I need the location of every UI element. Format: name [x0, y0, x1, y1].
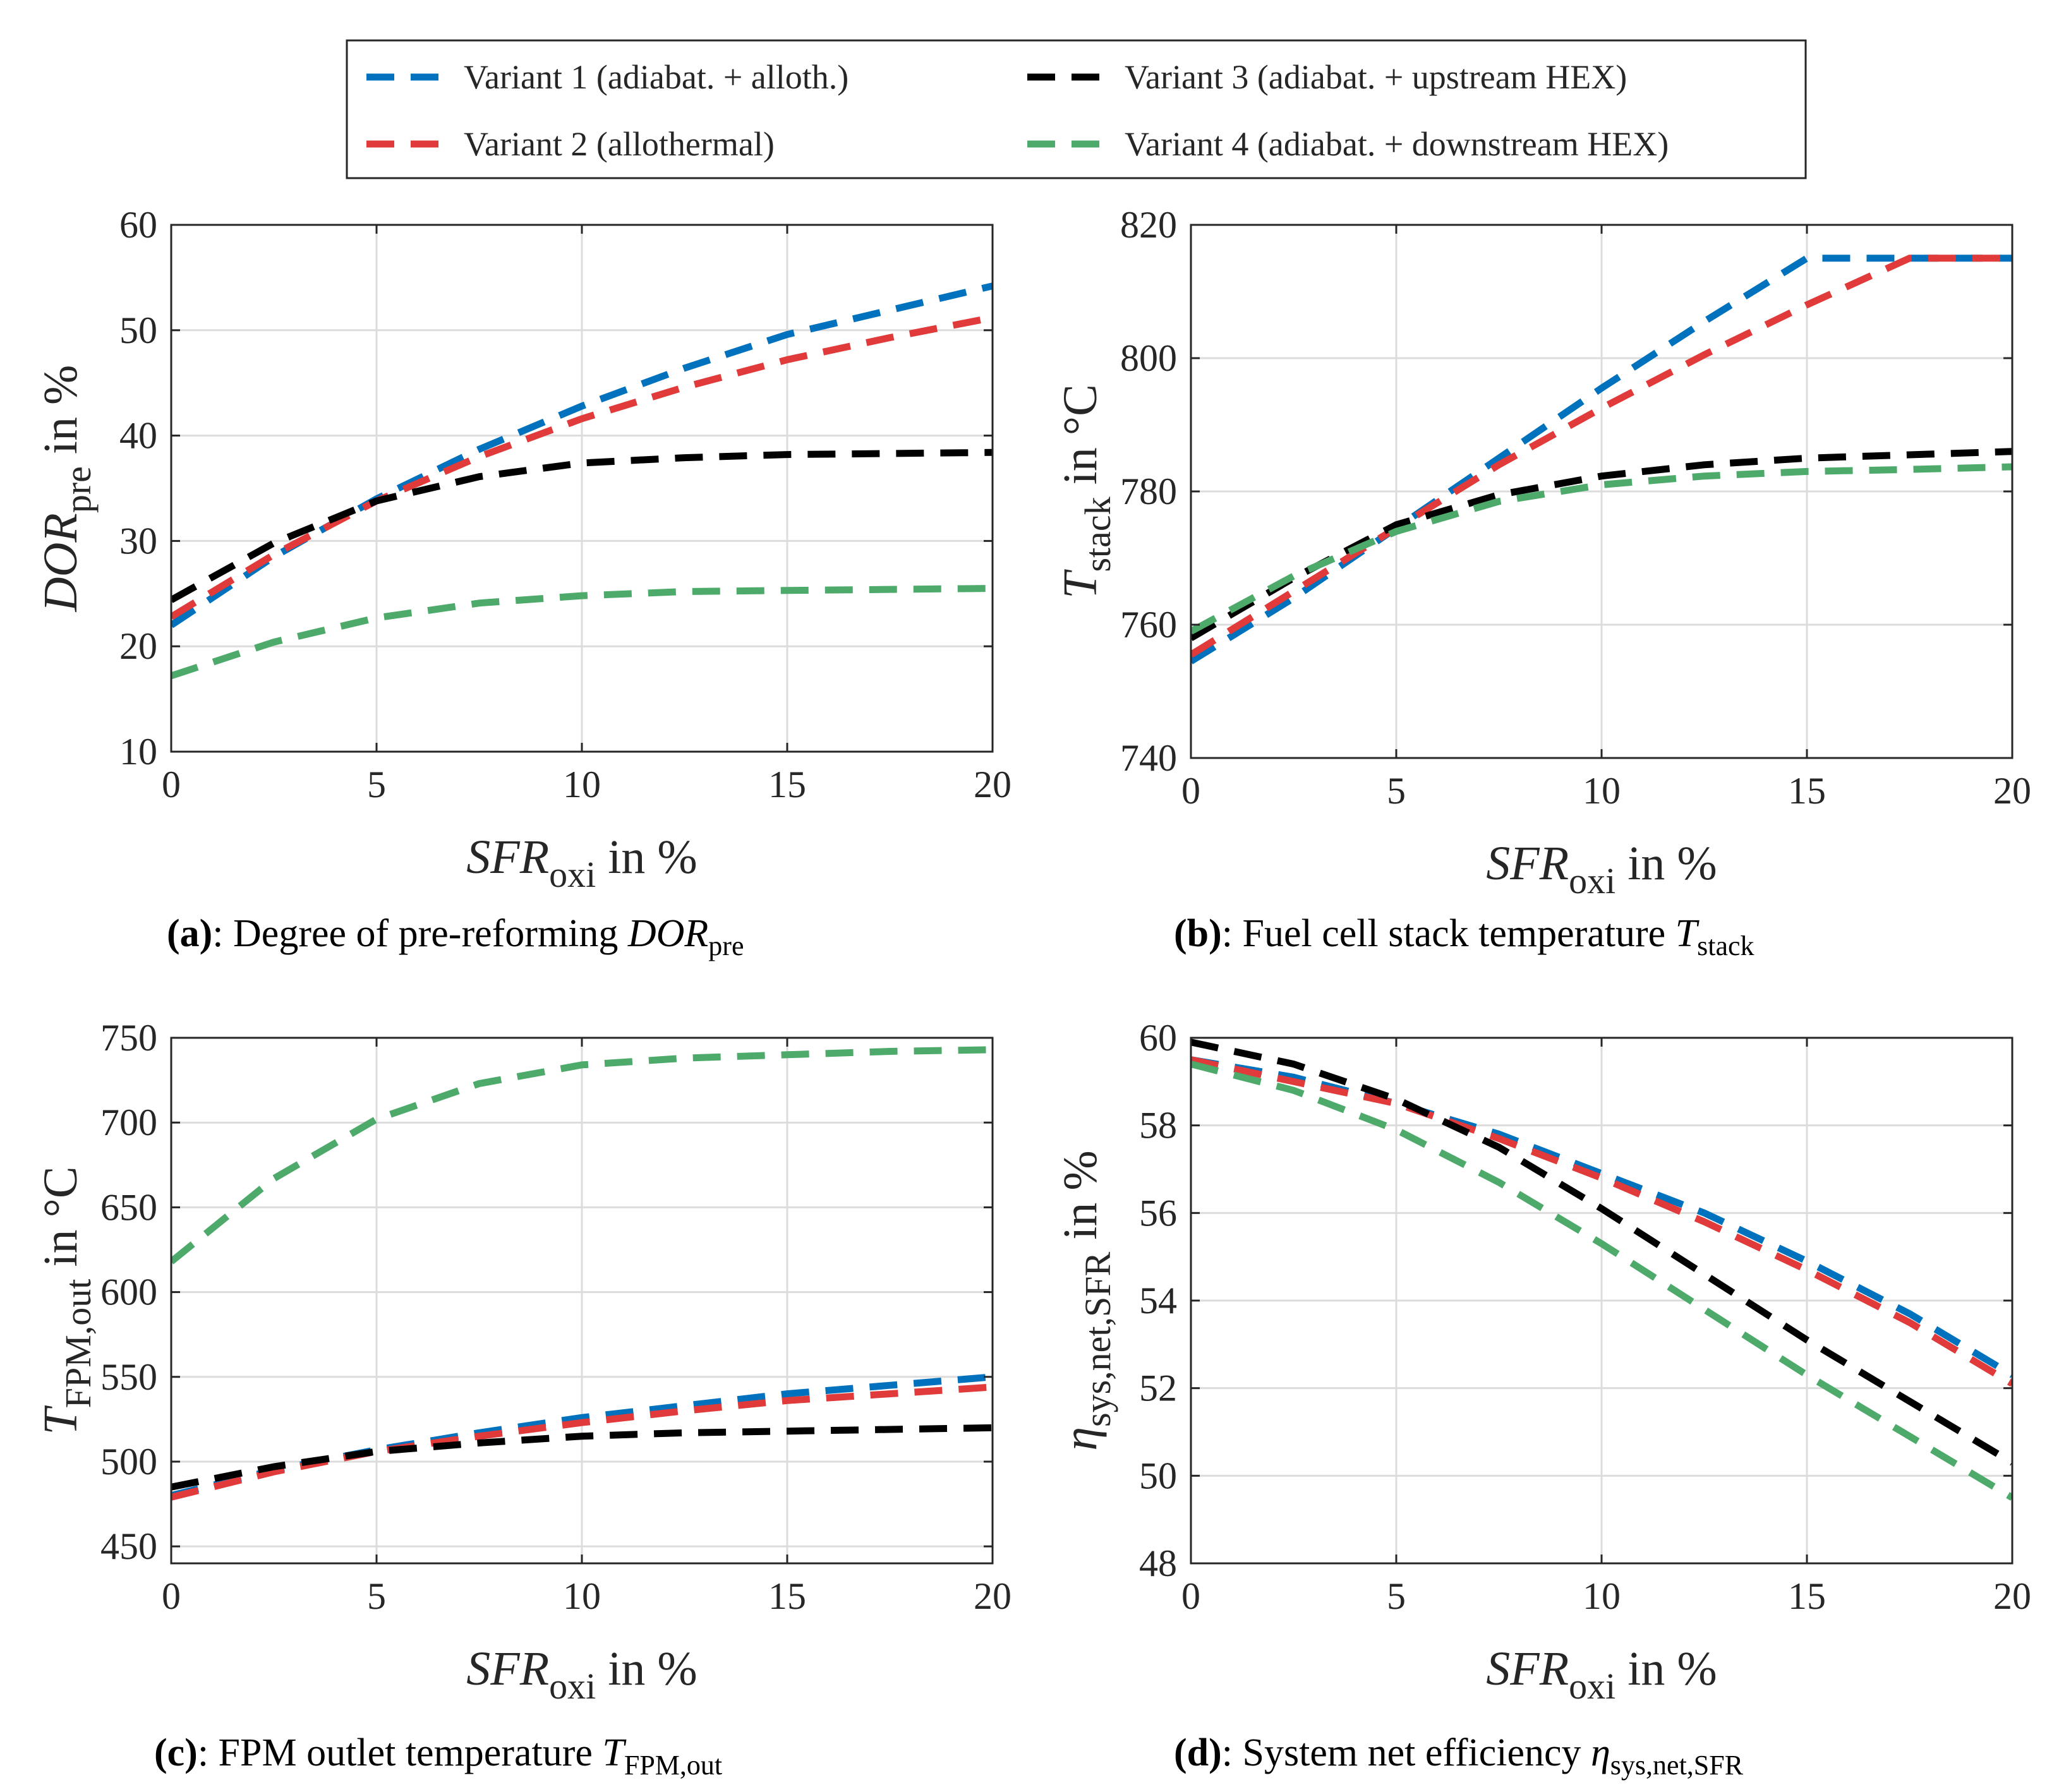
panel-caption: (d): System net efficiency ηsys,net,SFR — [1174, 1731, 1744, 1781]
legend-box — [346, 39, 1807, 179]
series-line-variant-3 — [171, 448, 993, 603]
x-tick-label: 5 — [367, 764, 386, 805]
y-tick-label: 40 — [119, 415, 157, 457]
y-tick-label: 60 — [119, 204, 157, 246]
y-tick-label: 650 — [100, 1186, 157, 1228]
y-tick-label: 54 — [1139, 1280, 1177, 1321]
x-tick-label: 5 — [1387, 1575, 1406, 1617]
x-tick-label: 15 — [1788, 1575, 1826, 1617]
x-tick-label: 15 — [768, 764, 806, 805]
x-tick-label: 5 — [367, 1575, 386, 1617]
panel-caption: (b): Fuel cell stack temperature Tstack — [1174, 912, 1754, 961]
x-tick-label: 10 — [1583, 770, 1621, 812]
y-axis-label: DORpre in % — [34, 365, 99, 613]
y-tick-label: 700 — [100, 1102, 157, 1143]
y-axis-label: ηsys,net,SFR in % — [1054, 1150, 1118, 1450]
panel-caption: (c): FPM outlet temperature TFPM,out — [154, 1731, 722, 1781]
y-tick-label: 750 — [100, 1017, 157, 1059]
y-tick-label: 800 — [1120, 337, 1177, 379]
x-tick-label: 15 — [768, 1575, 806, 1617]
x-tick-label: 10 — [1583, 1575, 1621, 1617]
series-line-variant-1 — [171, 282, 993, 628]
x-tick-label: 20 — [974, 764, 1011, 805]
x-tick-label: 15 — [1788, 770, 1826, 812]
y-tick-label: 50 — [119, 310, 157, 351]
panel-caption: (a): Degree of pre-reforming DORpre — [167, 912, 744, 961]
legend-label-variant-4: Variant 4 (adiabat. + downstream HEX) — [1125, 125, 1669, 163]
y-tick-label: 450 — [100, 1525, 157, 1567]
y-tick-label: 60 — [1139, 1017, 1177, 1059]
y-tick-label: 50 — [1139, 1455, 1177, 1496]
legend-label-variant-1: Variant 1 (adiabat. + alloth.) — [464, 58, 848, 96]
chart-panel-d: 0 5 10 15 20 48 50 52 54 56 58 60 SFRoxi in % ηsys,ne… — [1054, 1017, 2031, 1781]
y-tick-label: 600 — [100, 1272, 157, 1313]
y-tick-label: 48 — [1139, 1542, 1177, 1584]
y-tick-label: 20 — [119, 625, 157, 667]
y-tick-label: 10 — [119, 731, 157, 773]
y-tick-label: 52 — [1139, 1368, 1177, 1409]
y-tick-label: 500 — [100, 1441, 157, 1482]
series-line-variant-4 — [171, 1046, 993, 1265]
y-tick-label: 740 — [1120, 737, 1177, 779]
x-tick-label: 0 — [1181, 770, 1200, 812]
x-tick-label: 0 — [162, 1575, 181, 1617]
y-axis-label: Tstack in °C — [1054, 384, 1118, 599]
x-tick-label: 0 — [162, 764, 181, 805]
y-tick-label: 30 — [119, 520, 157, 562]
y-tick-label: 550 — [100, 1356, 157, 1398]
series-line-variant-2 — [1191, 1056, 2012, 1387]
x-tick-label: 20 — [974, 1575, 1011, 1617]
y-tick-label: 780 — [1120, 471, 1177, 512]
legend-label-variant-2: Variant 2 (allothermal) — [464, 125, 775, 163]
x-tick-label: 10 — [563, 1575, 601, 1617]
legend: Variant 1 (adiabat. + alloth.) Variant 2 … — [346, 39, 1807, 179]
series-line-variant-4 — [171, 585, 993, 680]
x-axis-label: SFRoxi in % — [466, 831, 697, 895]
x-tick-label: 20 — [1993, 1575, 2031, 1617]
series-line-variant-4 — [1191, 463, 2012, 635]
x-axis-label: SFRoxi in % — [1486, 1642, 1717, 1707]
chart-panel-a: 0 5 10 15 20 10 20 30 40 50 60 SFRoxi in % DORpre in… — [34, 204, 1011, 961]
series-line-variant-3 — [1191, 1038, 2012, 1466]
x-tick-label: 10 — [563, 764, 601, 805]
series-line-variant-1 — [1191, 255, 2012, 664]
y-tick-label: 56 — [1139, 1192, 1177, 1234]
series-line-variant-3 — [171, 1424, 993, 1491]
x-tick-label: 20 — [1993, 770, 2031, 812]
x-tick-label: 0 — [1181, 1575, 1200, 1617]
chart-panel-b: 0 5 10 15 20 740 760 780 800 820 SFRoxi in % Tstack… — [1054, 204, 2031, 961]
y-axis-label: TFPM,out in °C — [34, 1166, 99, 1434]
legend-label-variant-3: Variant 3 (adiabat. + upstream HEX) — [1125, 58, 1627, 96]
x-tick-label: 5 — [1387, 770, 1406, 812]
x-axis-label: SFRoxi in % — [1486, 837, 1717, 901]
y-tick-label: 58 — [1139, 1105, 1177, 1146]
y-tick-label: 820 — [1120, 204, 1177, 246]
series-line-variant-4 — [1191, 1061, 2012, 1501]
series-line-variant-2 — [171, 314, 993, 620]
y-tick-label: 760 — [1120, 604, 1177, 646]
x-axis-label: SFRoxi in % — [466, 1642, 697, 1707]
chart-panel-c: 0 5 10 15 20 450 500 550 600 650 700 750 SFRoxi in %… — [34, 1017, 1011, 1781]
